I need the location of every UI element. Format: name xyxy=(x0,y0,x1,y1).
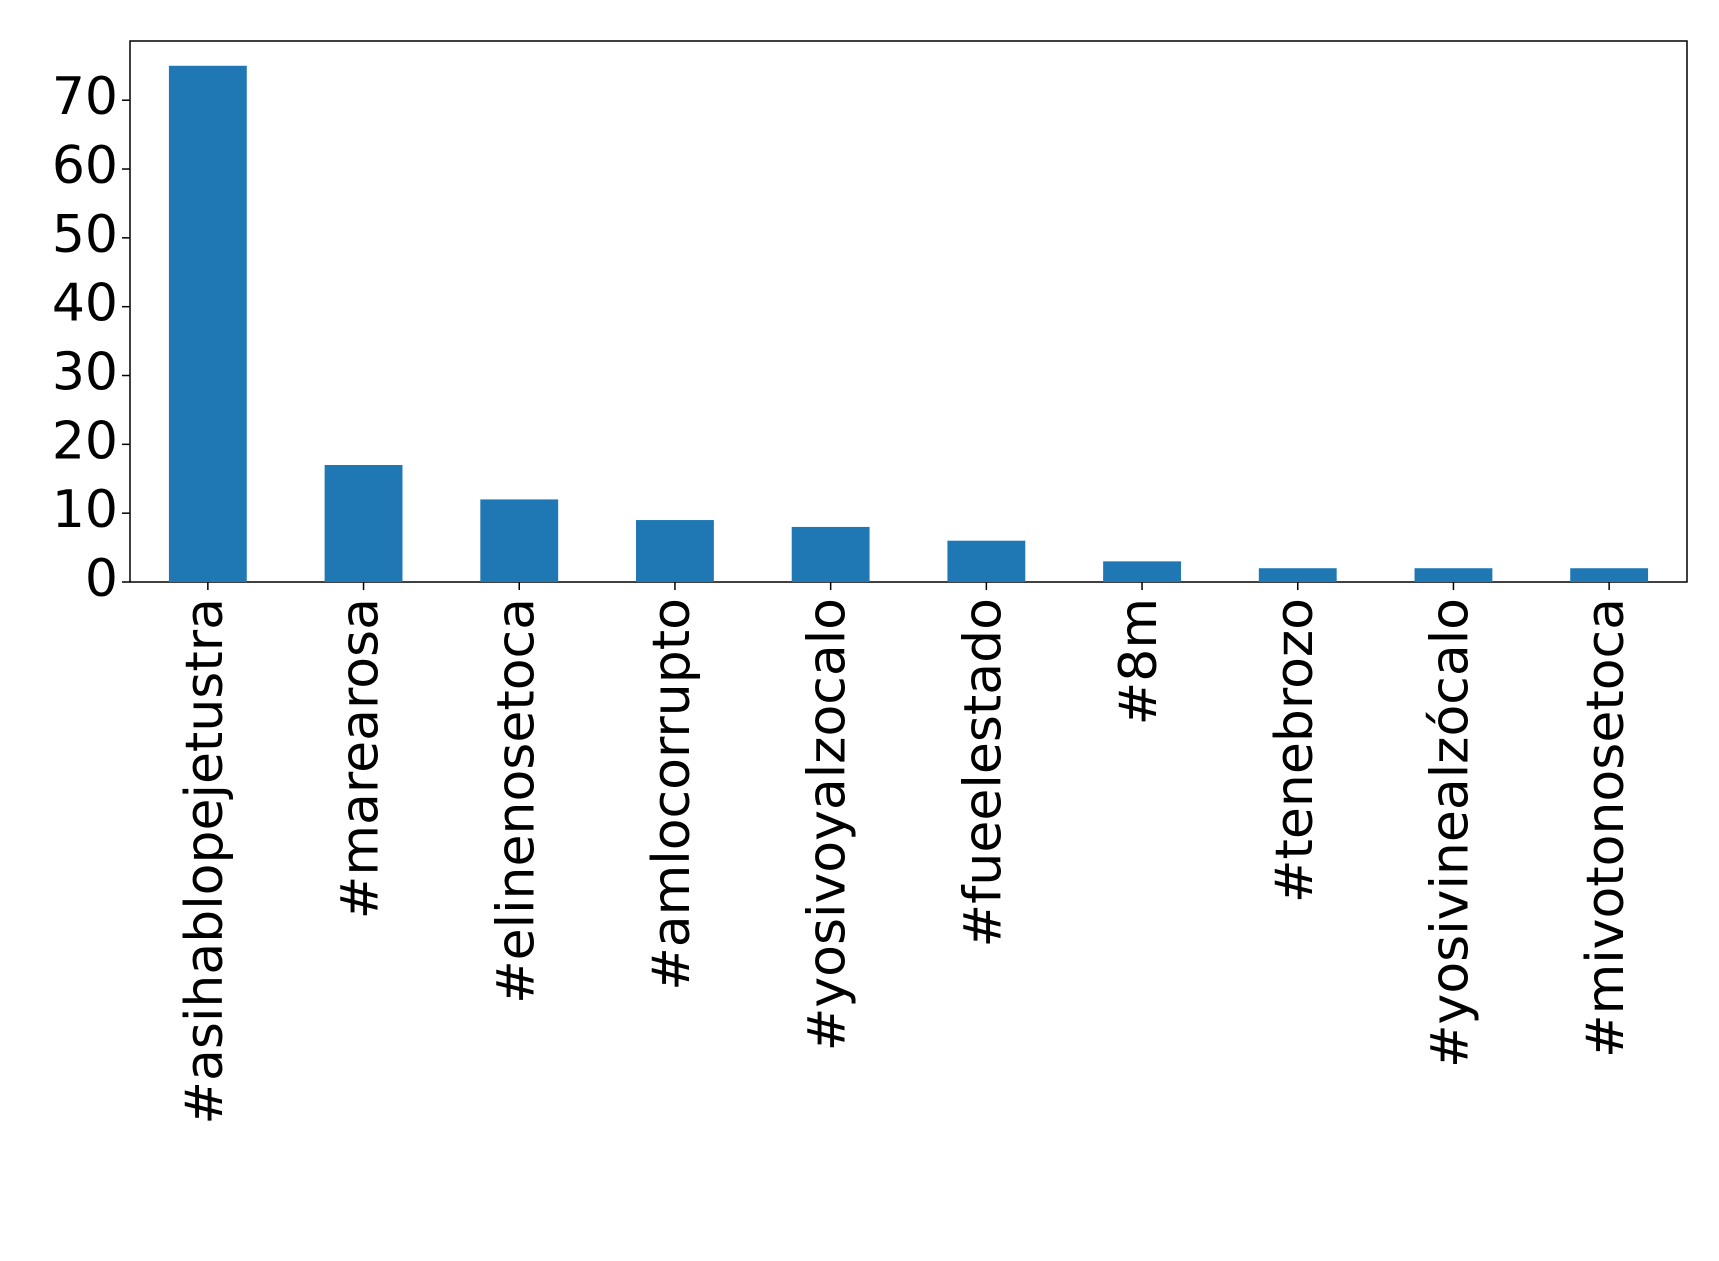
y-tick-label: 10 xyxy=(52,480,118,540)
y-tick-label: 40 xyxy=(52,274,118,334)
x-tick-label: #tenebrozo xyxy=(1265,598,1325,903)
y-tick-label: 30 xyxy=(52,343,118,403)
y-tick-label: 0 xyxy=(85,549,118,609)
x-tick-label: #yosivoyalzocalo xyxy=(798,598,858,1051)
bar xyxy=(480,499,559,582)
x-tick-label: #fueelestado xyxy=(953,598,1013,947)
bar xyxy=(324,464,403,582)
y-tick-label: 60 xyxy=(52,136,118,196)
x-tick-label: #asihablopejetustra xyxy=(175,598,235,1125)
bar xyxy=(636,520,714,582)
y-tick-label: 20 xyxy=(52,411,118,471)
bar xyxy=(168,65,247,582)
x-tick-label: #amlocorrupto xyxy=(642,598,702,991)
bar xyxy=(1414,568,1493,582)
bar xyxy=(1103,561,1181,582)
y-tick-label: 50 xyxy=(52,205,118,265)
x-tick-label: #8m xyxy=(1109,598,1169,725)
x-tick-label: #yosivinealzócalo xyxy=(1420,598,1480,1068)
axes-frame xyxy=(129,40,1688,583)
x-tick-label: #mivotonosetoca xyxy=(1576,598,1636,1058)
bar xyxy=(1258,568,1337,582)
bar xyxy=(791,526,870,582)
bar xyxy=(947,540,1026,582)
x-tick-label: #marearosa xyxy=(331,598,391,919)
bar xyxy=(1570,568,1649,582)
x-tick-label: #elinenosetoca xyxy=(486,598,546,1004)
y-tick-label: 70 xyxy=(52,67,118,127)
